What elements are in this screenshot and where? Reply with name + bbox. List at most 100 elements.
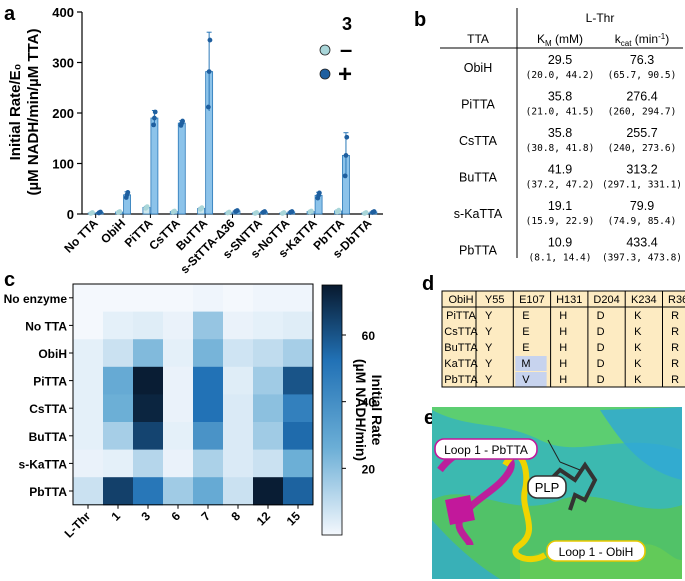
replicate-point: [281, 210, 287, 215]
heatmap-cell: [223, 394, 253, 423]
replicate-point: [308, 208, 314, 214]
heatmap-col-label: 15: [284, 509, 304, 529]
heatmap-col-label: 3: [138, 509, 153, 524]
heatmap-cell: [133, 311, 163, 340]
seq-residue: R: [671, 326, 679, 338]
seq-residue: Y: [485, 374, 493, 386]
label-loop-pbtta: Loop 1 - PbTTA: [444, 443, 528, 457]
heatmap-cell: [103, 422, 133, 451]
heatmap-row-label: s-KaTTA: [19, 457, 68, 471]
heatmap-cell: [163, 422, 193, 451]
kinetics-table: L-Thr TTA KM (mM) kcat (min-1) ObiH 29.5 (…: [440, 8, 683, 264]
heatmap-cell: [163, 394, 193, 423]
seq-residue: H: [559, 326, 567, 338]
replicate-point: [342, 173, 348, 179]
kin-row-name: PiTTA: [461, 98, 495, 112]
heatmap-cell: [163, 366, 193, 395]
kin-km-ci: (15.9, 22.9): [526, 216, 595, 227]
heatmap-cell: [223, 339, 253, 368]
panel-letter-d: d: [422, 273, 434, 295]
replicate-point: [289, 209, 295, 214]
replicate-point: [98, 209, 103, 215]
bar-ytick-label: 400: [52, 5, 74, 20]
label-loop-pbtta-box: [434, 438, 538, 460]
heatmap-cell: [193, 422, 223, 451]
heatmap-cell: [163, 339, 193, 368]
bar-ytick-label: 300: [52, 56, 74, 71]
replicate-point: [205, 104, 211, 110]
heatmap-cell: [193, 366, 223, 395]
heatmap-row-label: PiTTA: [33, 375, 67, 389]
seq-row-name: PbTTA: [444, 374, 478, 386]
seq-residue: Y: [485, 342, 493, 354]
seq-header-cell: D204: [593, 294, 619, 306]
heatmap-row-label: No TTA: [25, 319, 67, 333]
panel-letter-e: e: [424, 407, 435, 429]
kin-km: 41.9: [548, 163, 572, 177]
replicate-point: [336, 207, 342, 213]
bar-ytick-label: 0: [67, 207, 74, 222]
heatmap-cell: [103, 311, 133, 340]
heatmap-cell: [73, 366, 103, 395]
seq-residue: H: [559, 310, 567, 322]
legend-minus-label: –: [340, 37, 352, 62]
kin-row-name: BuTTA: [459, 171, 498, 185]
bar-ylabel-line2: (µM NADH/min/µM TTA): [25, 29, 42, 196]
heatmap-cell: [133, 449, 163, 478]
heatmap-cell: [103, 394, 133, 423]
kin-km: 35.8: [548, 90, 572, 104]
heatmap-cell: [163, 449, 193, 478]
heatmap-cell: [73, 422, 103, 451]
kin-kcat: 433.4: [626, 236, 657, 250]
kin-row-name: ObiH: [464, 61, 492, 75]
replicate-point: [343, 153, 349, 158]
replicate-point: [90, 210, 95, 215]
heatmap-cell: [193, 394, 223, 423]
seq-residue: R: [671, 358, 679, 370]
kin-kcat-ci: (397.3, 473.8): [602, 253, 682, 264]
heatmap-cell: [133, 477, 163, 506]
heatmap-cell: [133, 422, 163, 451]
seq-residue: R: [671, 310, 679, 322]
colorbar-tick-label: 60: [362, 329, 376, 343]
heatmap-row-label: No enzyme: [4, 292, 68, 306]
heatmap-cell: [103, 449, 133, 478]
seq-header-cell: ObiH: [448, 294, 473, 306]
heatmap-cell: [283, 366, 313, 395]
replicate-point: [226, 209, 232, 215]
heatmap-row-label: ObiH: [38, 347, 67, 361]
replicate-point: [344, 134, 350, 140]
heatmap-cell: [253, 339, 283, 368]
heatmap-cell: [283, 394, 313, 423]
replicate-point: [152, 109, 158, 115]
kin-kcat: 276.4: [626, 90, 657, 104]
replicate-point: [254, 210, 260, 215]
heatmap-cell: [103, 284, 133, 313]
kin-kcat: 313.2: [626, 163, 657, 177]
replicate-point: [199, 205, 205, 211]
replicate-point: [172, 208, 177, 214]
replicate-point: [207, 37, 213, 43]
seq-residue: K: [634, 374, 642, 386]
heatmap-cell: [253, 449, 283, 478]
kin-kcat: 79.9: [630, 199, 654, 213]
seq-residue: E: [522, 310, 529, 322]
seq-header-cell: E107: [519, 294, 545, 306]
seq-residue: R: [671, 374, 679, 386]
seq-residue: H: [559, 374, 567, 386]
replicate-point: [117, 209, 123, 214]
seq-residue: D: [597, 310, 605, 322]
heatmap-row-label: CsTTA: [29, 402, 67, 416]
kin-row-name: s-KaTTA: [454, 207, 503, 221]
seq-highlight-cell: [515, 356, 547, 371]
kin-kcat-ci: (74.9, 85.4): [608, 216, 677, 227]
kin-kcat-ci: (65.7, 90.5): [608, 70, 677, 81]
seq-row-name: CsTTA: [444, 326, 478, 338]
heatmap-cell: [283, 449, 313, 478]
seq-residue: K: [634, 326, 642, 338]
label-loop-obih: Loop 1 - ObiH: [559, 545, 634, 559]
colorbar-tick-label: 20: [362, 462, 376, 476]
sequence-table: ObiH Y55 E107 H131 D204 K234 R366 PiTTA Y E H D K R Cs…: [441, 290, 685, 388]
replicate-point: [152, 115, 157, 121]
seq-residue: H: [559, 342, 567, 354]
